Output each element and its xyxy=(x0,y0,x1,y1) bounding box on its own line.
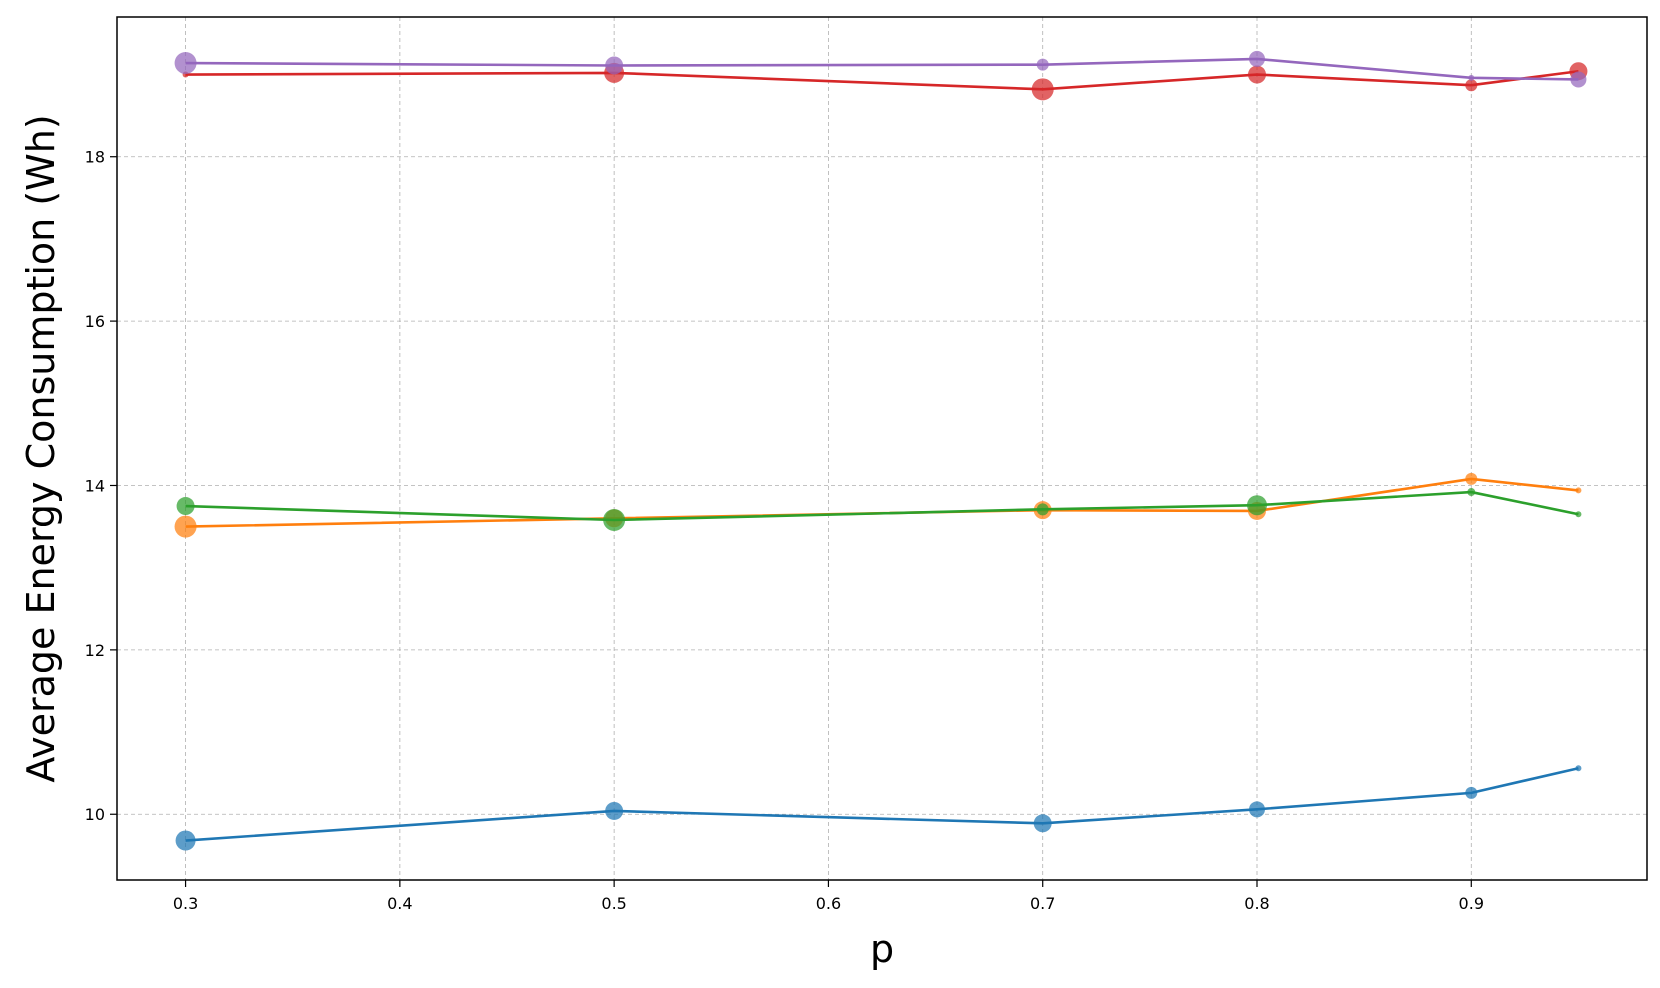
data-point xyxy=(1249,801,1265,818)
data-point xyxy=(1036,503,1049,516)
series-group xyxy=(174,50,1588,851)
data-point xyxy=(1033,814,1052,833)
series-3 xyxy=(176,488,1582,532)
data-point xyxy=(175,830,196,851)
y-axis-title: Average Energy Consumption (Wh) xyxy=(19,114,63,782)
series-1 xyxy=(175,765,1582,851)
data-point xyxy=(174,515,197,538)
y-tick-label: 16 xyxy=(85,312,105,331)
grid-lines xyxy=(117,17,1647,880)
series-line xyxy=(185,490,1579,522)
series-line xyxy=(185,766,1579,842)
data-point xyxy=(1575,487,1582,494)
data-point xyxy=(603,509,626,532)
y-tick-label: 12 xyxy=(85,641,105,660)
data-point xyxy=(1468,74,1475,81)
x-tick-label: 0.3 xyxy=(173,894,198,913)
y-tick-label: 14 xyxy=(85,476,105,495)
data-point xyxy=(1465,786,1478,799)
y-tick-label: 10 xyxy=(85,805,105,824)
x-tick-label: 0.4 xyxy=(387,894,412,913)
data-point xyxy=(174,52,197,75)
x-tick-label: 0.7 xyxy=(1030,894,1055,913)
data-point xyxy=(1575,511,1582,518)
x-axis-title: p xyxy=(870,927,894,971)
data-point xyxy=(1465,79,1478,92)
data-point xyxy=(1036,58,1049,71)
series-line xyxy=(185,57,1579,81)
plot-frame xyxy=(116,16,1648,881)
data-point xyxy=(1247,495,1267,516)
x-tick-label: 0.8 xyxy=(1244,894,1269,913)
data-point xyxy=(605,801,624,820)
data-point xyxy=(176,497,195,516)
axis-ticks: 0.3 0.4 0.5 0.6 0.7 0.8 0.9 10 12 14 16 18 xyxy=(85,148,1484,913)
x-tick-label: 0.6 xyxy=(816,894,841,913)
x-tick-label: 0.5 xyxy=(601,894,626,913)
series-2 xyxy=(174,472,1582,538)
series-4 xyxy=(182,62,1588,101)
data-point xyxy=(1465,472,1478,485)
data-point xyxy=(1467,488,1476,497)
data-point xyxy=(1570,71,1587,88)
y-tick-label: 18 xyxy=(85,148,105,167)
data-point xyxy=(1575,765,1582,772)
x-tick-label: 0.9 xyxy=(1459,894,1484,913)
series-line xyxy=(185,477,1579,528)
series-5 xyxy=(174,50,1587,88)
series-line xyxy=(185,69,1579,91)
data-point xyxy=(1249,50,1265,67)
data-point xyxy=(1248,65,1266,84)
data-point xyxy=(605,56,624,75)
data-point xyxy=(1031,78,1054,101)
